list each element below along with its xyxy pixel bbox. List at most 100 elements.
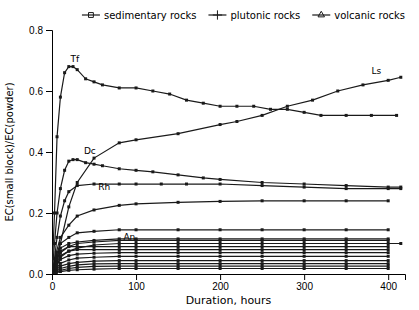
point xyxy=(303,199,306,202)
point xyxy=(135,202,138,205)
series xyxy=(52,259,390,274)
point xyxy=(219,183,222,186)
line xyxy=(52,160,401,274)
point xyxy=(303,242,306,245)
point xyxy=(76,257,79,260)
tick-label: 300 xyxy=(296,281,313,292)
point xyxy=(219,255,222,258)
point xyxy=(177,255,180,258)
point xyxy=(177,248,180,251)
tick-label: 100 xyxy=(128,281,145,292)
point xyxy=(93,240,96,243)
point xyxy=(219,248,222,251)
series xyxy=(52,158,402,274)
point xyxy=(59,270,62,273)
point xyxy=(399,242,402,245)
legend-item: sedimentary rocks xyxy=(82,10,197,21)
point xyxy=(52,273,54,275)
point xyxy=(118,259,121,262)
point xyxy=(52,273,54,275)
point xyxy=(118,267,121,270)
point xyxy=(202,102,205,105)
tick-mark xyxy=(220,274,221,280)
point xyxy=(135,267,138,270)
point xyxy=(118,255,121,258)
tick-label: 0.8 xyxy=(29,25,43,36)
series xyxy=(52,239,390,274)
point xyxy=(118,183,121,186)
point xyxy=(219,123,222,126)
point xyxy=(67,205,70,208)
line xyxy=(52,253,388,274)
point xyxy=(72,158,75,161)
point xyxy=(303,245,306,248)
point xyxy=(59,250,62,253)
point xyxy=(235,105,238,108)
point xyxy=(118,204,121,207)
point xyxy=(118,251,121,254)
point xyxy=(59,254,62,257)
point xyxy=(387,245,390,248)
tick-label: 0 xyxy=(50,281,56,292)
tick: 0.6 xyxy=(29,86,52,97)
series xyxy=(52,65,398,274)
x-axis-title: Duration, hours xyxy=(186,294,272,307)
point xyxy=(67,250,70,253)
point xyxy=(101,83,104,86)
point xyxy=(387,255,390,258)
point xyxy=(76,184,79,187)
tick-mark xyxy=(46,91,52,92)
point xyxy=(76,231,79,234)
tick-mark xyxy=(304,274,305,280)
point xyxy=(118,228,121,231)
point xyxy=(177,173,180,176)
point xyxy=(361,83,364,86)
point xyxy=(135,251,138,254)
point xyxy=(177,259,180,262)
point xyxy=(185,99,188,102)
point xyxy=(303,251,306,254)
point xyxy=(219,245,222,248)
point xyxy=(219,267,222,270)
point xyxy=(177,201,180,204)
point xyxy=(55,271,58,274)
point xyxy=(303,248,306,251)
point xyxy=(67,262,70,265)
tick-label: 0.4 xyxy=(29,147,43,158)
point xyxy=(219,251,222,254)
point xyxy=(93,183,96,186)
point xyxy=(311,99,314,102)
point xyxy=(52,273,54,275)
point xyxy=(52,273,54,275)
point xyxy=(177,239,180,242)
point xyxy=(252,105,255,108)
series xyxy=(52,237,390,274)
point xyxy=(177,267,180,270)
point xyxy=(269,108,272,111)
point xyxy=(261,184,264,187)
point xyxy=(52,273,54,275)
tick-label: 0.6 xyxy=(29,86,43,97)
point xyxy=(387,248,390,251)
point xyxy=(93,252,96,255)
annotation: Ls xyxy=(371,66,381,76)
line xyxy=(52,239,388,274)
point xyxy=(72,65,75,68)
point xyxy=(135,86,138,89)
point xyxy=(52,273,54,275)
point xyxy=(303,183,306,186)
y-axis-title: EC(small block)/EC(powder) xyxy=(4,82,15,221)
point xyxy=(387,79,390,82)
tick: 200 xyxy=(212,274,229,292)
point xyxy=(345,259,348,262)
point xyxy=(93,260,96,263)
point xyxy=(319,114,322,117)
x-axis: 0100200300400 xyxy=(50,274,406,292)
annotation: An xyxy=(123,232,135,242)
point xyxy=(286,108,289,111)
point xyxy=(177,251,180,254)
point xyxy=(84,77,87,80)
tick: 0.8 xyxy=(29,25,52,36)
point xyxy=(345,239,348,242)
point xyxy=(261,228,264,231)
